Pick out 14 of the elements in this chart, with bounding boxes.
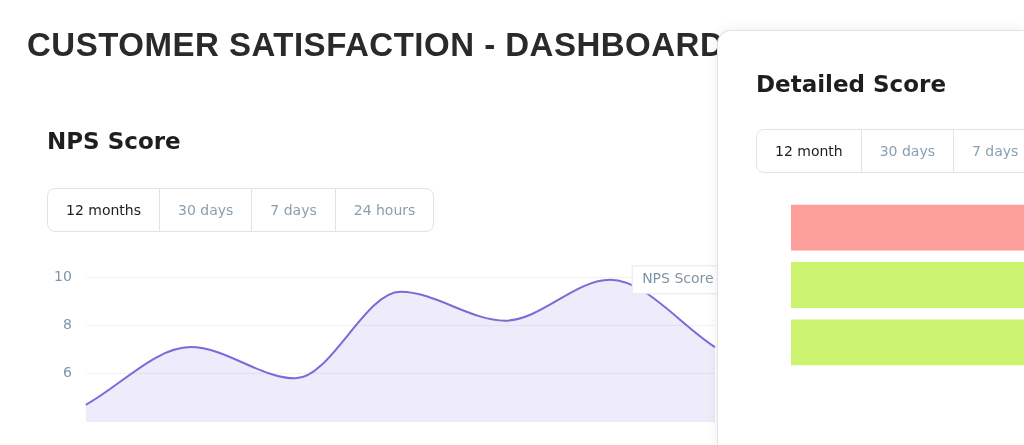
text: 7 days	[953, 130, 1024, 172]
y-tick-label: 8	[62, 316, 72, 333]
text: 30 days	[860, 130, 954, 172]
chart-subtitle: NPS Score	[47, 128, 181, 154]
text: 30 days	[159, 189, 252, 231]
text: 7 days	[251, 189, 335, 231]
series-label: NPS Score	[642, 270, 714, 287]
text: 24 hours	[334, 189, 434, 231]
y-tick-label: 10	[53, 268, 72, 285]
y-tick-label: 6	[62, 364, 72, 381]
chart-title: Detailed Score	[756, 71, 946, 97]
text: 12 month	[774, 142, 844, 161]
text: 12 months	[65, 201, 142, 220]
chart-title: CUSTOMER SATISFACTION - DASHBOARD	[27, 26, 725, 64]
